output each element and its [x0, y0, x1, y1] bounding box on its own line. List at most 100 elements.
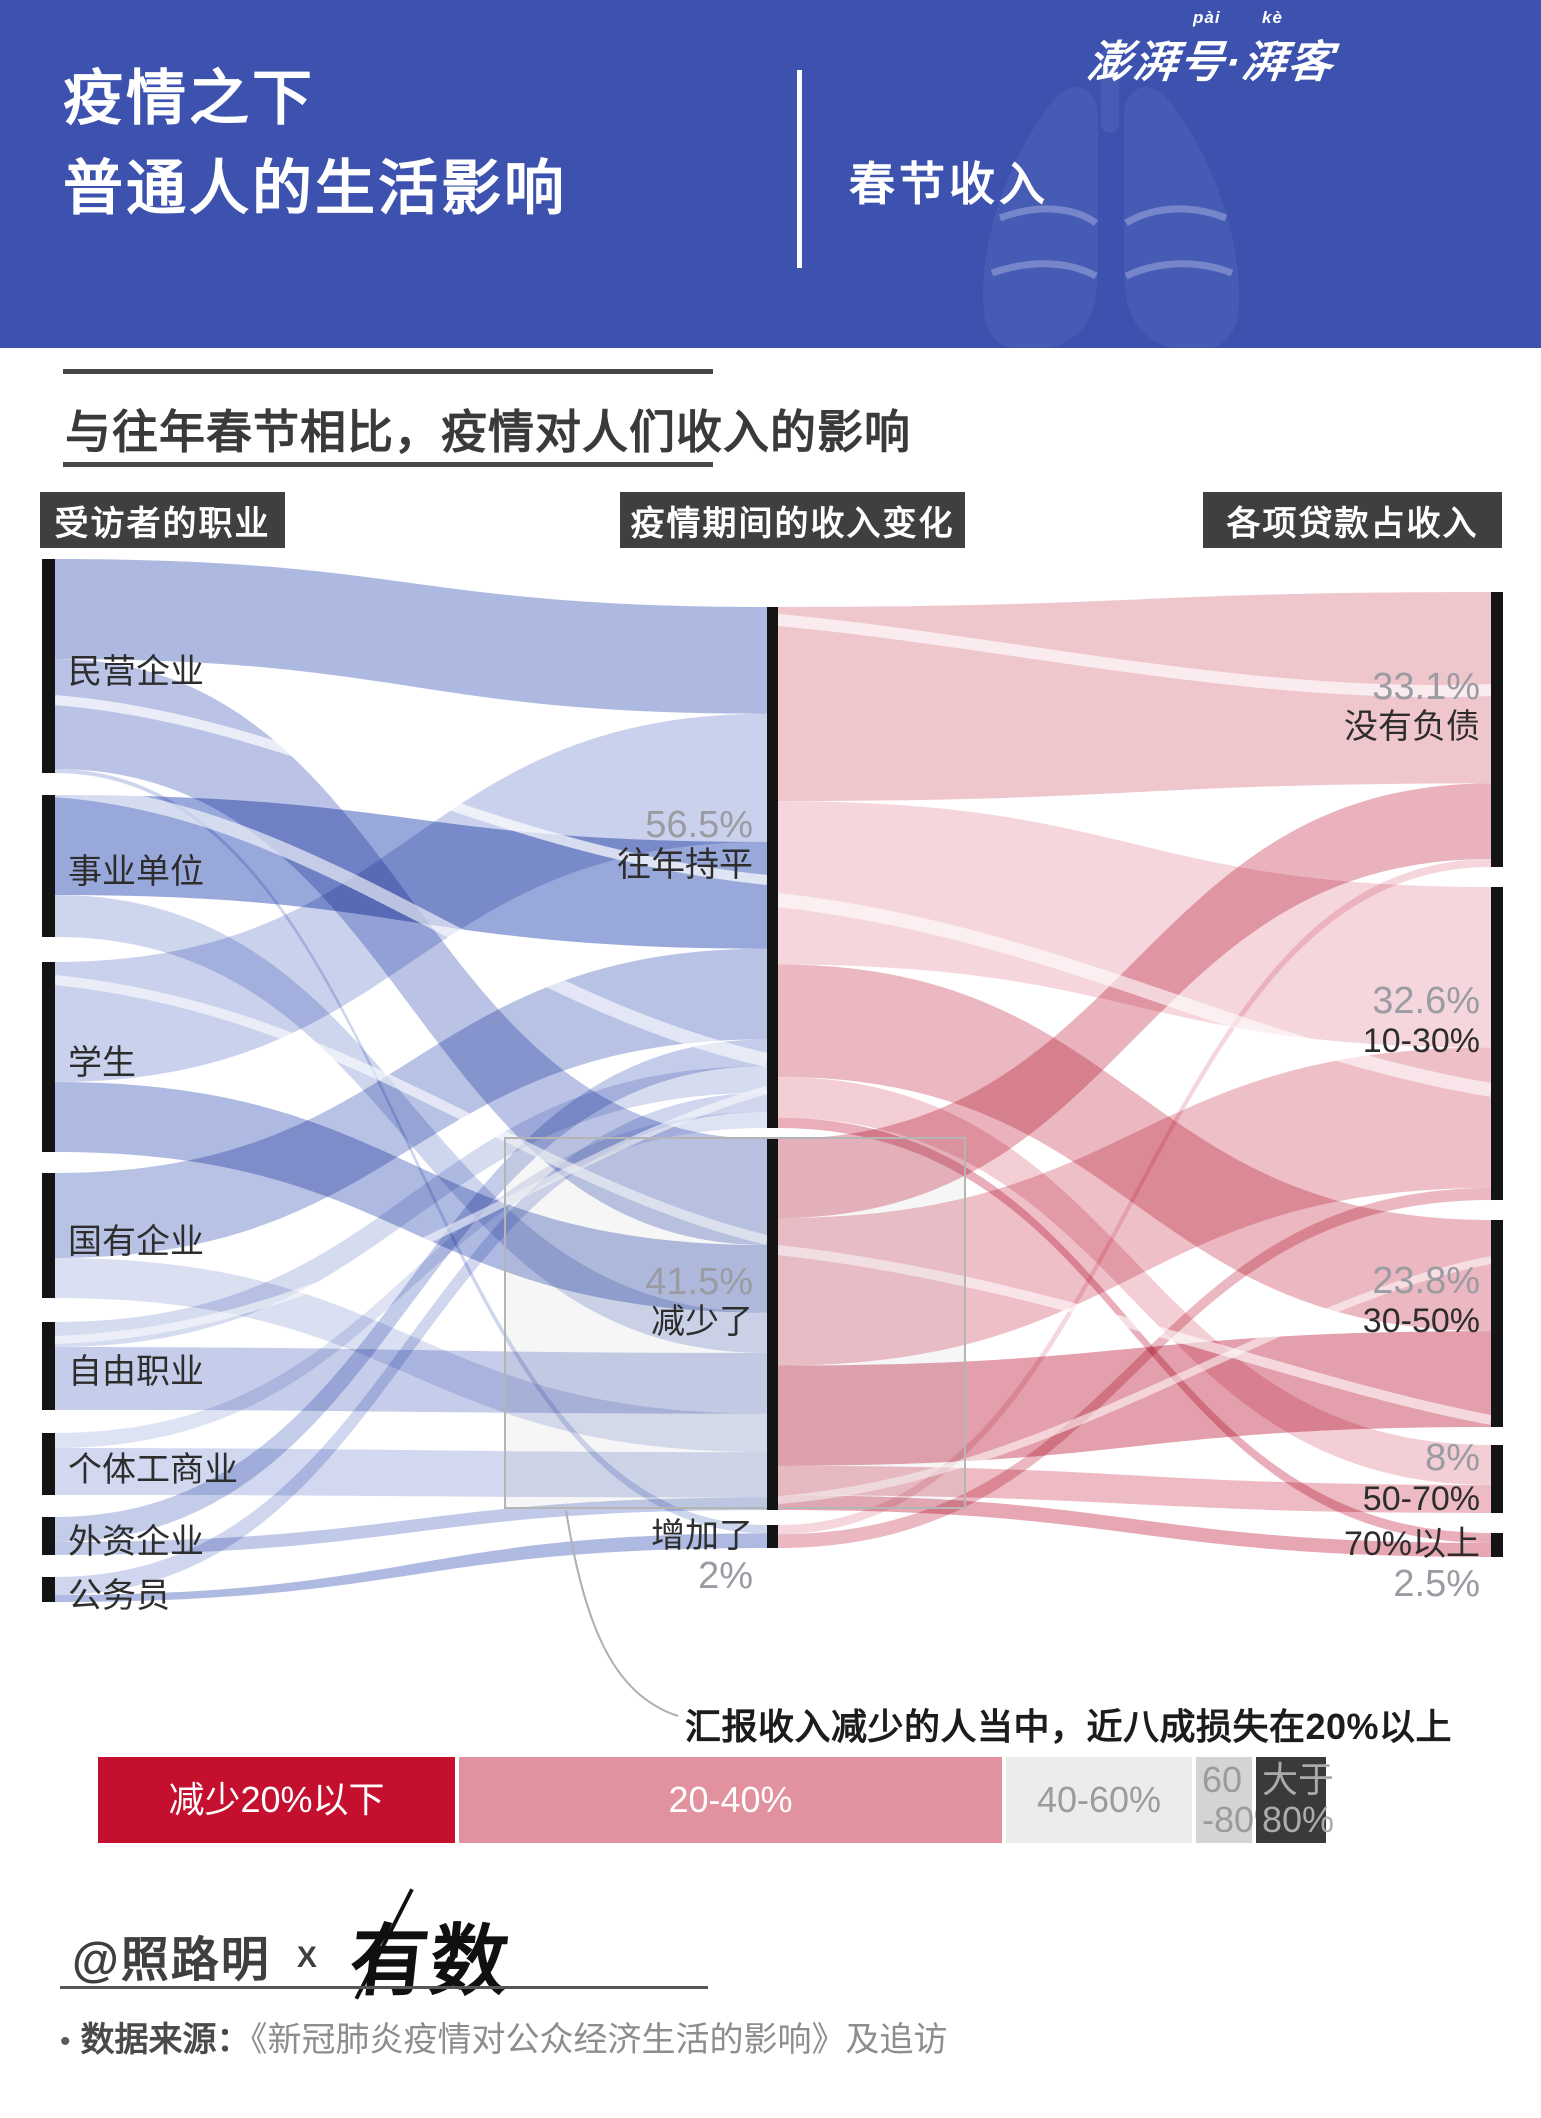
node-label-R2: 10-30% [1362, 1022, 1480, 1061]
node-bar-R1 [1491, 592, 1503, 867]
node-label-block-R4: 8% 50-70% [1363, 1437, 1480, 1518]
node-label-L6: 个体工商业 [68, 1451, 238, 1489]
annotation-leader-line [565, 1509, 679, 1717]
stacked-bar: 减少20%以下 20-40% 40-60% 60 -80% 大于 80% [98, 1757, 1334, 1843]
bar-segment-4: 60 -80% [1196, 1757, 1286, 1843]
node-bar-M2 [767, 1139, 778, 1510]
flow-M2-R3 [778, 1331, 1491, 1466]
node-label-R3: 30-50% [1362, 1302, 1480, 1341]
flow-M1-R3 [778, 964, 1491, 1332]
node-label-block-R2: 32.6% 10-30% [1363, 980, 1480, 1061]
title-rule-top [63, 369, 713, 374]
brand-pinyin-ke: kè [1262, 8, 1283, 27]
column-header-occupation: 受访者的职业 [40, 492, 285, 548]
flow-L8-M3 [55, 1533, 767, 1602]
node-label-R4: 50-70% [1362, 1479, 1480, 1518]
bar-segment-2: 20-40% [459, 1757, 1002, 1843]
node-label-L3: 学生 [68, 1044, 136, 1082]
flow-M2-R2 [778, 1047, 1491, 1366]
node-pct-R3: 23.8% [1372, 1259, 1480, 1302]
flow-L2-M1 [55, 795, 767, 949]
page-title-line2: 普通人的生活影响 [63, 155, 567, 222]
credit-row: @照路明 X 有数 [72, 1888, 515, 2005]
bar-segment-1: 减少20%以下 [98, 1757, 455, 1843]
ribbon-highlight-streak [777, 614, 1492, 698]
brand-logo: 澎湃号·湃客 [1084, 38, 1337, 87]
header-subtitle: 春节收入 [849, 158, 1049, 210]
node-pct-M1: 56.5% [645, 803, 753, 846]
credit-logo: 有数 [345, 1888, 517, 2011]
node-pct-R5: 2.5% [1393, 1563, 1480, 1606]
column-header-loan-share: 各项贷款占收入 [1203, 492, 1502, 548]
credit-handle: @照路明 [72, 1934, 271, 1987]
node-label-L2: 事业单位 [68, 853, 204, 891]
flow-L3-M2 [55, 1082, 767, 1313]
flow-L4-M1 [55, 948, 767, 1258]
source-label: 数据来源： [80, 2021, 251, 2059]
node-pct-R4: 8% [1425, 1437, 1480, 1479]
header-banner: 疫情之下 普通人的生活影响 春节收入 澎湃号·湃客 pài kè [0, 0, 1541, 348]
node-bar-R4 [1491, 1445, 1503, 1513]
ribbon-highlight-streak [777, 1256, 1492, 1504]
flow-M2-R1 [778, 783, 1491, 1219]
flow-M2-R4 [778, 1465, 1491, 1513]
node-bar-L7 [42, 1517, 55, 1555]
node-pct-M3: 2% [698, 1555, 753, 1598]
ribbon-highlight-streak [777, 893, 1493, 1097]
brand-pinyin-pai: pài [1193, 8, 1221, 27]
node-label-L5: 自由职业 [68, 1353, 204, 1391]
node-bar-L5 [42, 1322, 55, 1410]
node-bar-R5 [1491, 1533, 1503, 1557]
node-label-block-M2: 41.5% 减少了 [645, 1261, 753, 1342]
flow-L5-M1 [55, 1066, 767, 1347]
flow-L5-M2 [55, 1347, 767, 1414]
node-label-M2: 减少了 [651, 1303, 753, 1342]
flow-L7-M1 [55, 1039, 767, 1542]
decrease-highlight-box [504, 1137, 966, 1509]
node-bar-L4 [42, 1173, 55, 1298]
node-bar-R3 [1491, 1220, 1503, 1427]
flow-L1-M3 [55, 769, 767, 1534]
source-bullet-icon: • [60, 2025, 71, 2058]
title-rule-bottom [63, 462, 713, 467]
node-label-M3: 增加了 [651, 1517, 753, 1555]
node-label-M1: 往年持平 [617, 846, 753, 885]
ribbon-highlight-streak [54, 695, 768, 885]
ribbon-highlight-streak [54, 783, 769, 1067]
bar-segment-3: 40-60% [1006, 1757, 1192, 1843]
flow-M3-R1 [778, 858, 1491, 1535]
flow-L6-M1 [55, 1111, 767, 1448]
node-label-block-M1: 56.5% 往年持平 [617, 804, 753, 885]
flow-L1-M1 [55, 559, 767, 714]
ribbon-highlight-streak [54, 975, 769, 1245]
flow-M1-R4 [778, 1076, 1491, 1485]
node-bar-L6 [42, 1433, 55, 1495]
header-divider [797, 70, 802, 268]
flow-L6-M2 [55, 1448, 767, 1498]
flow-L7-M2 [55, 1497, 767, 1555]
bar-segment-5: 大于 80% [1256, 1757, 1334, 1843]
flow-M1-R1 [778, 592, 1491, 802]
section-title: 与往年春节相比，疫情对人们收入的影响 [65, 406, 911, 458]
ribbon-highlight-streak [777, 1245, 1492, 1425]
node-bar-L1 [42, 559, 55, 773]
credit-x: X [296, 1941, 317, 1974]
node-bar-L2 [42, 795, 55, 937]
flow-M1-R5 [778, 1117, 1491, 1543]
node-label-block-R5: 70%以上 2.5% [1344, 1525, 1480, 1606]
node-pct-R2: 32.6% [1372, 979, 1480, 1022]
node-pct-M2: 41.5% [645, 1260, 753, 1303]
node-bar-L3 [42, 962, 55, 1152]
flow-M3-R2 [778, 1187, 1491, 1548]
node-label-L4: 国有企业 [68, 1222, 204, 1261]
annotation-text: 汇报收入减少的人当中，近八成损失在20%以上 [685, 1706, 1453, 1747]
node-label-L7: 外资企业 [68, 1523, 204, 1561]
node-label-R1: 没有负债 [1344, 708, 1480, 747]
node-pct-R1: 33.1% [1372, 665, 1480, 708]
column-header-income-change: 疫情期间的收入变化 [620, 492, 965, 548]
flow-L8-M1 [55, 1092, 767, 1595]
page-title-line1: 疫情之下 [63, 65, 315, 132]
flow-L4-M2 [55, 1258, 767, 1453]
credit-logo-text: 有数 [345, 1917, 515, 2005]
